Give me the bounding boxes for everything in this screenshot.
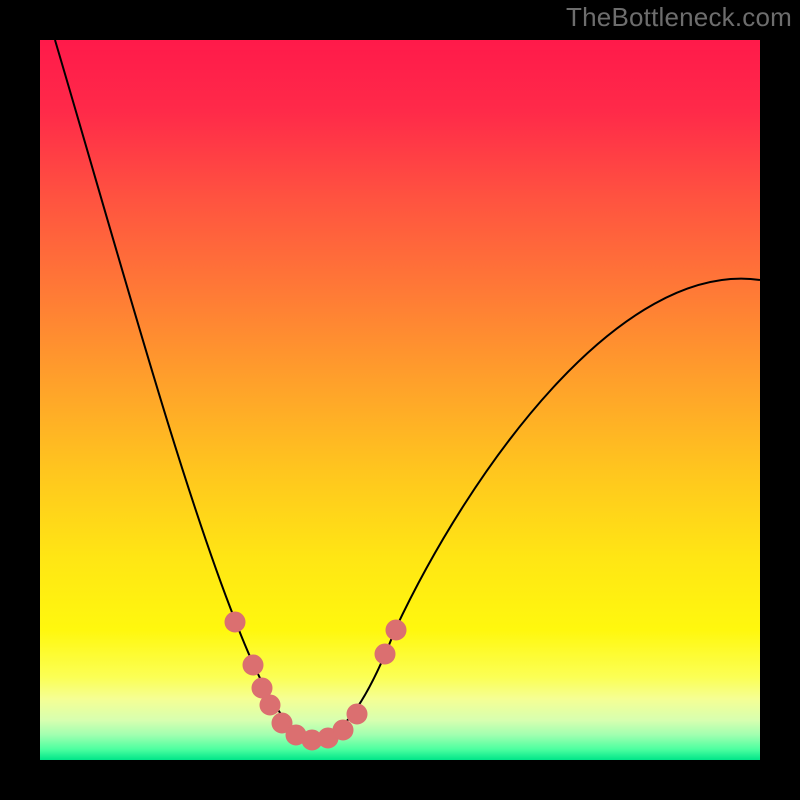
highlight-dot-0 xyxy=(225,612,245,632)
watermark-text: TheBottleneck.com xyxy=(566,2,792,33)
highlight-dot-9 xyxy=(347,704,367,724)
plot-area xyxy=(40,40,760,760)
highlight-dot-8 xyxy=(333,720,353,740)
highlight-dot-3 xyxy=(260,695,280,715)
highlight-dot-10 xyxy=(375,644,395,664)
chart-stage: TheBottleneck.com xyxy=(0,0,800,800)
bottleneck-chart xyxy=(0,0,800,800)
highlight-dot-1 xyxy=(243,655,263,675)
highlight-dot-11 xyxy=(386,620,406,640)
